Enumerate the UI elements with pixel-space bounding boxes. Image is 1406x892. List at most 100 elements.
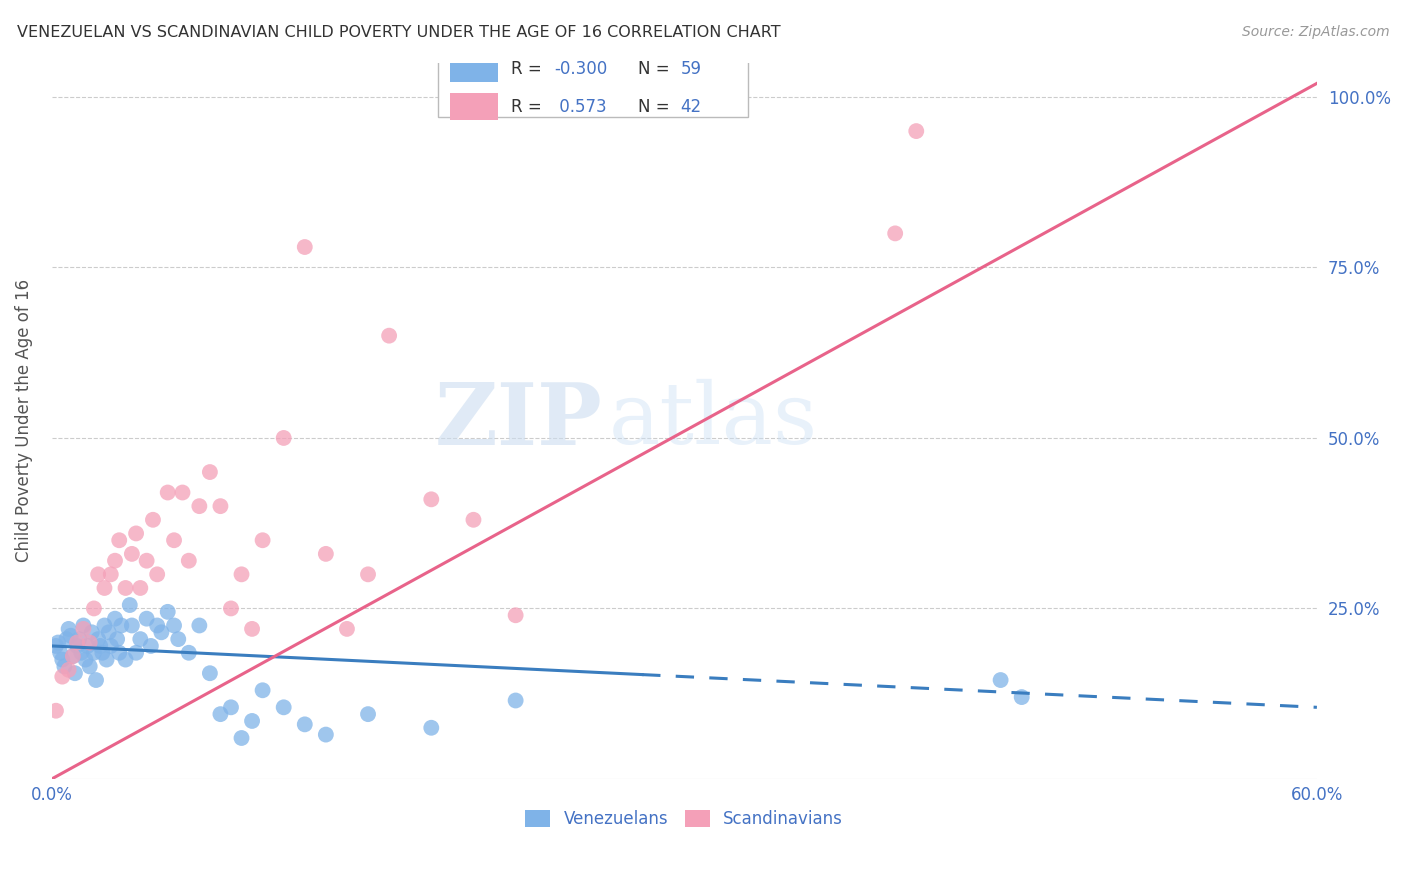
Point [84,673,107,687]
Point [315,728,337,742]
Point [100,567,122,582]
Point [420,492,443,507]
Point [105,632,128,647]
Point [67,632,90,647]
Point [905,124,928,138]
Point [163,618,186,632]
Point [231,567,253,582]
Point [53,659,76,673]
Point [252,533,274,548]
Point [93,581,115,595]
Point [156,605,179,619]
Point [420,721,443,735]
Point [315,547,337,561]
FancyBboxPatch shape [437,34,748,117]
Point [146,618,169,632]
Point [62,649,84,664]
Point [79,659,101,673]
Point [118,598,141,612]
Point [66,635,89,649]
Point [87,567,110,582]
Point [142,513,165,527]
Point [240,622,263,636]
Point [121,547,143,561]
Point [80,625,103,640]
Point [45,704,67,718]
Point [66,639,89,653]
Text: 59: 59 [681,60,702,78]
Legend: Venezuelans, Scandinavians: Venezuelans, Scandinavians [519,804,849,835]
Text: -0.300: -0.300 [554,60,607,78]
Point [135,554,157,568]
Text: R =: R = [510,60,547,78]
Point [62,649,84,664]
Text: R =: R = [510,98,553,116]
Point [163,533,186,548]
Point [89,639,111,653]
Point [93,618,115,632]
Point [59,629,82,643]
Point [198,465,221,479]
Point [55,632,77,647]
Point [104,554,127,568]
Point [990,673,1012,687]
Point [188,499,211,513]
Text: Source: ZipAtlas.com: Source: ZipAtlas.com [1241,25,1389,39]
Point [72,622,94,636]
Point [46,635,69,649]
Point [505,608,527,623]
Point [51,670,73,684]
Point [114,581,136,595]
Point [357,567,380,582]
Point [252,683,274,698]
Text: ZIP: ZIP [434,379,602,463]
Point [96,652,118,666]
Point [150,625,173,640]
Point [129,581,152,595]
Point [72,618,94,632]
Text: N =: N = [637,98,675,116]
Text: 42: 42 [681,98,702,116]
Point [1011,690,1033,704]
Bar [450,93,498,120]
Text: VENEZUELAN VS SCANDINAVIAN CHILD POVERTY UNDER THE AGE OF 16 CORRELATION CHART: VENEZUELAN VS SCANDINAVIAN CHILD POVERTY… [17,25,780,40]
Point [114,652,136,666]
Point [108,533,131,548]
Point [219,601,242,615]
Point [167,632,190,647]
Point [177,646,200,660]
Point [108,646,131,660]
Point [357,707,380,722]
Point [91,646,114,660]
Point [294,717,316,731]
Point [100,639,122,653]
Point [240,714,263,728]
Point [76,639,98,653]
Point [125,526,148,541]
Point [209,707,232,722]
Point [177,554,200,568]
Point [198,666,221,681]
Point [463,513,485,527]
Point [110,618,132,632]
Y-axis label: Child Poverty Under the Age of 16: Child Poverty Under the Age of 16 [15,279,32,563]
Point [172,485,194,500]
Point [70,646,93,660]
Text: 0.573: 0.573 [554,98,606,116]
Point [273,431,295,445]
Point [58,622,80,636]
Point [79,635,101,649]
Point [294,240,316,254]
Point [139,639,162,653]
Point [83,646,105,660]
Point [97,625,120,640]
Point [505,693,527,707]
Point [125,646,148,660]
Point [219,700,242,714]
Point [49,646,72,660]
Point [336,622,359,636]
Point [104,612,127,626]
Point [129,632,152,647]
Point [188,618,211,632]
Point [87,632,110,647]
